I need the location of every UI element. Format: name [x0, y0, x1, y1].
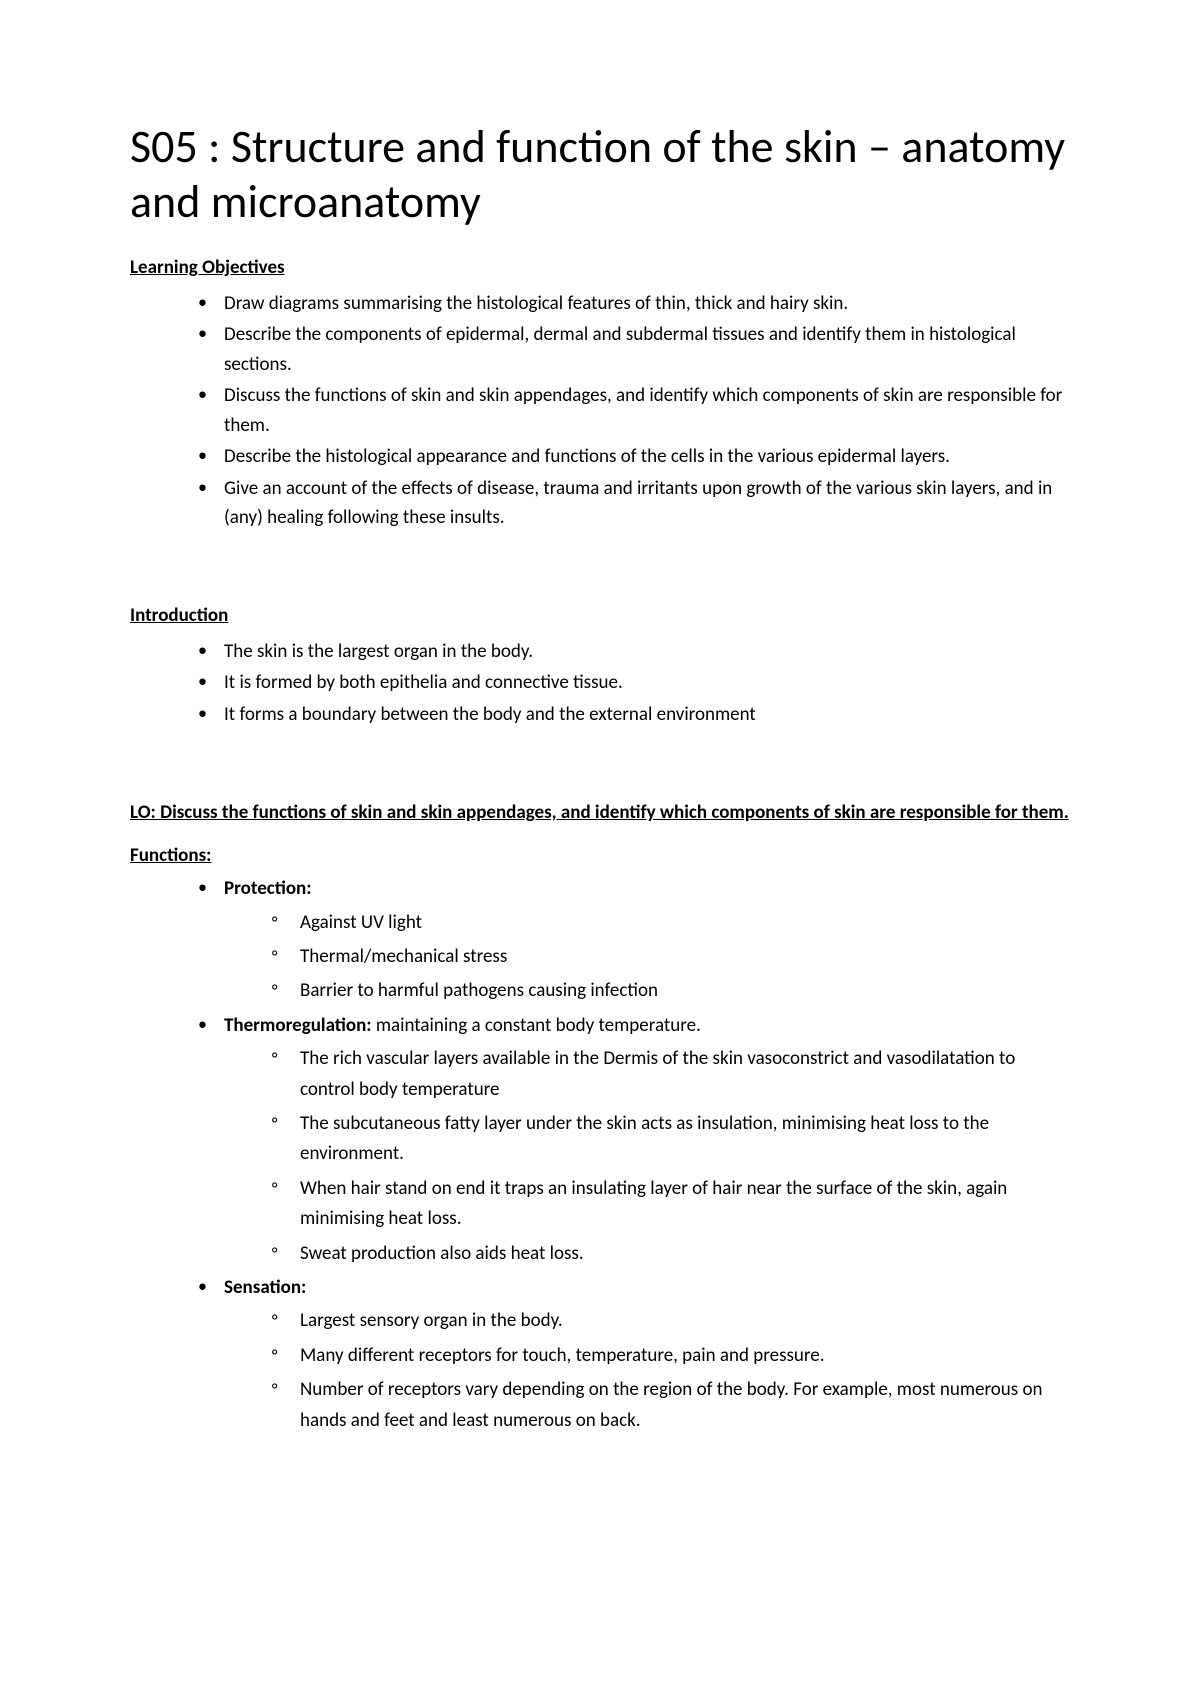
function-label: Thermoregulation: — [224, 1014, 372, 1037]
introduction-heading: Introduction — [130, 602, 1070, 631]
list-item: The skin is the largest organ in the bod… — [198, 637, 1070, 666]
sub-list: Against UV light Thermal/mechanical stre… — [224, 908, 1070, 1007]
sub-list-item: Thermal/mechanical stress — [272, 942, 1070, 972]
sub-list-item: Sweat production also aids heat loss. — [272, 1239, 1070, 1269]
sub-list-item: Largest sensory organ in the body. — [272, 1306, 1070, 1336]
functions-heading: Functions: — [130, 842, 1070, 871]
learning-objectives-heading: Learning Objectives — [130, 254, 1070, 283]
list-item: Thermoregulation: maintaining a constant… — [198, 1011, 1070, 1269]
function-label: Sensation: — [224, 1276, 306, 1299]
lo-heading: LO: Discuss the functions of skin and sk… — [130, 799, 1070, 828]
list-item: Give an account of the effects of diseas… — [198, 474, 1070, 533]
list-item: Describe the components of epidermal, de… — [198, 320, 1070, 379]
sub-list-item: Number of receptors vary depending on th… — [272, 1375, 1070, 1436]
introduction-list: The skin is the largest organ in the bod… — [130, 637, 1070, 729]
functions-list: Protection: Against UV light Thermal/mec… — [130, 874, 1070, 1436]
sub-list-item: The subcutaneous fatty layer under the s… — [272, 1109, 1070, 1170]
function-label: Protection: — [224, 877, 312, 900]
list-item: It is formed by both epithelia and conne… — [198, 668, 1070, 697]
list-item: Draw diagrams summarising the histologic… — [198, 289, 1070, 318]
sub-list-item: Against UV light — [272, 908, 1070, 938]
page-title: S05 : Structure and function of the skin… — [130, 120, 1070, 230]
sub-list-item: When hair stand on end it traps an insul… — [272, 1174, 1070, 1235]
list-item: Describe the histological appearance and… — [198, 442, 1070, 471]
sub-list: Largest sensory organ in the body. Many … — [224, 1306, 1070, 1436]
learning-objectives-list: Draw diagrams summarising the histologic… — [130, 289, 1070, 533]
list-item: Protection: Against UV light Thermal/mec… — [198, 874, 1070, 1007]
list-item: Discuss the functions of skin and skin a… — [198, 381, 1070, 440]
sub-list: The rich vascular layers available in th… — [224, 1044, 1070, 1269]
function-text: maintaining a constant body temperature. — [372, 1014, 701, 1037]
list-item: It forms a boundary between the body and… — [198, 700, 1070, 729]
list-item: Sensation: Largest sensory organ in the … — [198, 1273, 1070, 1436]
sub-list-item: Many different receptors for touch, temp… — [272, 1341, 1070, 1371]
sub-list-item: The rich vascular layers available in th… — [272, 1044, 1070, 1105]
sub-list-item: Barrier to harmful pathogens causing inf… — [272, 976, 1070, 1006]
